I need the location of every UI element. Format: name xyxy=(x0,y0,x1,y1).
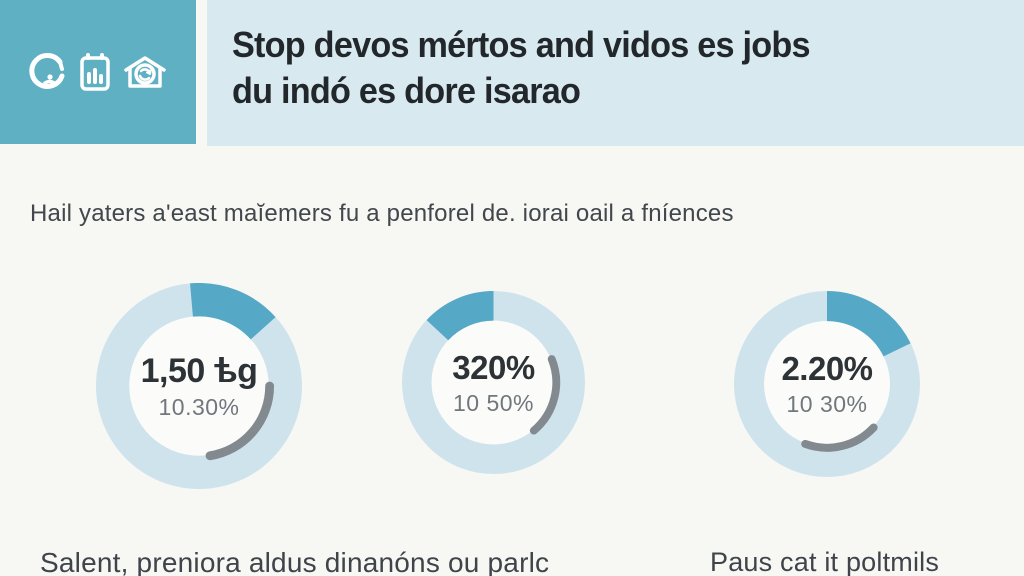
donut-chart-1-graphic xyxy=(96,283,302,489)
donut-chart-3: 2.20% 10 30% xyxy=(734,291,920,477)
circular-arrow-icon xyxy=(27,51,69,93)
donut-chart-3-labels: 2.20% 10 30% xyxy=(734,291,920,477)
donut-chart-2: 320% 10 50% xyxy=(402,291,585,474)
donut-chart-3-graphic xyxy=(734,291,920,477)
donut-chart-1: 1,50 ѣg 10.30% xyxy=(96,283,302,489)
house-cycle-icon xyxy=(121,52,169,92)
clipboard-chart-icon xyxy=(78,51,112,93)
donut-chart-2-graphic xyxy=(402,291,585,474)
donut-sub-value: 10.30% xyxy=(158,393,240,420)
donut-value: 1,50 ѣg xyxy=(140,351,258,390)
donut-sub-value: 10 50% xyxy=(452,389,534,416)
donut-chart-2-labels: 320% 10 50% xyxy=(402,291,585,474)
brand-box xyxy=(0,0,196,144)
donut-sub-value: 10 30% xyxy=(786,391,868,417)
page-title-line1: Stop devos mértos and vidos es jobs xyxy=(232,24,811,65)
header-title-panel: Stop devos mértos and vidos es jobs du i… xyxy=(207,0,1024,146)
caption-right: Paus cat it poltmils xyxy=(710,547,940,576)
caption-left: Salent, preniora aldus dinanóns ou parlc xyxy=(40,547,550,576)
donut-value: 2.20% xyxy=(781,350,873,387)
donut-chart-1-labels: 1,50 ѣg 10.30% xyxy=(96,283,302,489)
page-title-line2: du indó es dore isarao xyxy=(232,70,581,111)
subtitle: Hail yaters a'east maĭemers fu a penfore… xyxy=(30,200,734,227)
donut-value: 320% xyxy=(452,348,535,386)
